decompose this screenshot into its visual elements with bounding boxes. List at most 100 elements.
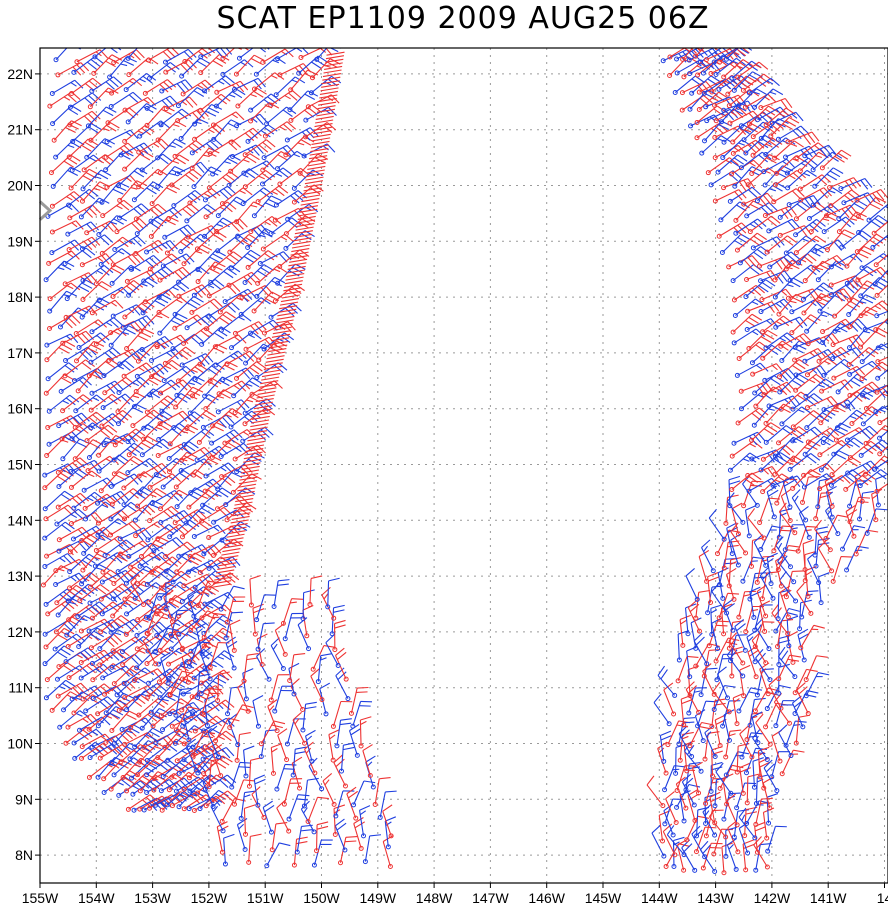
wind-barb bbox=[207, 139, 242, 157]
x-tick-label: 151W bbox=[247, 890, 284, 906]
wind-barb bbox=[778, 724, 794, 759]
wind-barb bbox=[151, 536, 185, 554]
wind-barb bbox=[191, 524, 226, 539]
wind-barb bbox=[844, 545, 869, 573]
wind-barb bbox=[790, 410, 824, 430]
wind-barb bbox=[132, 499, 163, 523]
wind-barb bbox=[96, 435, 127, 458]
wind-barb bbox=[270, 743, 283, 776]
wind-barb bbox=[853, 529, 879, 557]
edge-wind-barb bbox=[295, 226, 314, 231]
edge-wind-barb bbox=[249, 426, 268, 431]
wind-barb bbox=[339, 742, 355, 774]
wind-barb bbox=[158, 489, 189, 512]
x-tick-label: 150W bbox=[303, 890, 340, 906]
wind-barb bbox=[169, 168, 202, 188]
wind-barb bbox=[333, 754, 348, 789]
wind-barb bbox=[92, 48, 122, 60]
x-tick-label: 153W bbox=[134, 890, 171, 906]
wind-barb bbox=[184, 204, 217, 224]
edge-wind-barb bbox=[312, 133, 331, 138]
wind-barb bbox=[115, 392, 146, 415]
wind-barb bbox=[43, 627, 75, 650]
wind-barb bbox=[801, 462, 835, 478]
wind-barb bbox=[136, 697, 169, 718]
wind-barb bbox=[66, 662, 100, 681]
wind-barb bbox=[42, 490, 75, 512]
edge-wind-barb bbox=[283, 287, 302, 292]
wind-barb bbox=[687, 721, 713, 749]
wind-barb bbox=[60, 394, 93, 414]
wind-barb bbox=[198, 93, 231, 113]
wind-barb bbox=[775, 125, 810, 142]
edge-wind-barb bbox=[315, 119, 334, 124]
edge-wind-barb bbox=[323, 69, 342, 74]
wind-barb bbox=[158, 510, 193, 525]
wind-barb bbox=[751, 757, 764, 790]
wind-barb bbox=[721, 124, 754, 145]
edge-wind-barb bbox=[292, 240, 311, 245]
edge-wind-barb bbox=[247, 437, 266, 442]
edge-wind-barb bbox=[307, 162, 327, 167]
wind-barb bbox=[88, 633, 123, 651]
wind-barb bbox=[216, 821, 229, 855]
wind-barb bbox=[305, 94, 340, 110]
wind-barb bbox=[236, 818, 248, 852]
wind-barb bbox=[332, 619, 346, 653]
edge-wind-barb bbox=[305, 176, 324, 181]
edge-wind-barb bbox=[275, 319, 294, 324]
wind-barb bbox=[844, 425, 879, 443]
wind-barb bbox=[264, 106, 297, 127]
wind-barb bbox=[241, 652, 259, 684]
wind-barb bbox=[227, 713, 241, 748]
wind-barb bbox=[222, 833, 235, 867]
wind-barb bbox=[54, 584, 87, 606]
wind-barb bbox=[301, 777, 319, 809]
wind-barb bbox=[139, 438, 173, 458]
edge-wind-barb bbox=[306, 169, 325, 174]
wind-barb bbox=[200, 414, 235, 430]
wind-barb bbox=[859, 361, 888, 382]
edge-wind-barb bbox=[226, 533, 245, 538]
wind-barb bbox=[721, 178, 756, 192]
wind-barb bbox=[732, 298, 766, 318]
edge-wind-barb bbox=[285, 276, 304, 281]
wind-barb bbox=[272, 685, 294, 714]
wind-barb bbox=[43, 260, 75, 283]
wind-barb bbox=[184, 313, 218, 331]
wind-barb bbox=[758, 97, 793, 111]
wind-barb bbox=[133, 239, 167, 256]
x-tick-label: 141W bbox=[810, 890, 847, 906]
wind-barb bbox=[348, 723, 361, 758]
x-tick-label: 149W bbox=[360, 890, 397, 906]
wind-barb bbox=[712, 189, 747, 204]
y-tick-label: 16N bbox=[7, 401, 33, 417]
longitude-axis: 155W 154W 153W 152W 151W 150W 149W 148W 147W 146W… bbox=[22, 883, 888, 906]
wind-barb bbox=[109, 653, 143, 670]
wind-barb bbox=[98, 471, 130, 494]
wind-barb bbox=[281, 778, 303, 807]
edge-wind-barb bbox=[303, 187, 322, 192]
wind-barb bbox=[142, 79, 177, 96]
wind-barb bbox=[95, 490, 129, 506]
wind-barb bbox=[229, 619, 241, 653]
edge-wind-barb bbox=[298, 212, 317, 217]
edge-wind-barb bbox=[276, 315, 295, 320]
wind-barb bbox=[194, 445, 228, 463]
edge-wind-barb bbox=[271, 333, 291, 338]
storm-marker-layer bbox=[38, 200, 53, 221]
wind-barb bbox=[173, 776, 208, 794]
wind-barb bbox=[49, 239, 83, 256]
wind-barb bbox=[252, 695, 264, 729]
wind-barb bbox=[258, 729, 278, 759]
wind-barb bbox=[117, 203, 151, 221]
wind-barb bbox=[166, 441, 199, 461]
edge-wind-barb bbox=[320, 87, 339, 92]
wind-barb bbox=[225, 636, 238, 671]
wind-barb bbox=[322, 773, 337, 807]
wind-barb bbox=[657, 665, 678, 698]
wind-barb bbox=[88, 569, 121, 590]
wind-barb bbox=[68, 470, 102, 490]
wind-barb bbox=[98, 583, 132, 602]
